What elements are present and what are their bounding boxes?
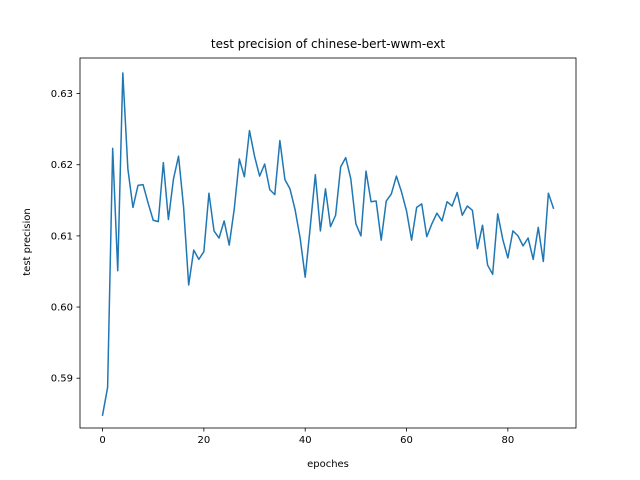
- x-tick-label: 0: [99, 435, 105, 446]
- x-axis-title: epoches: [307, 459, 349, 470]
- y-tick-label: 0.62: [51, 160, 73, 171]
- x-tick-label: 20: [198, 435, 211, 446]
- x-tick-label: 40: [299, 435, 312, 446]
- x-tick-label: 60: [400, 435, 413, 446]
- chart-title: test precision of chinese-bert-wwm-ext: [211, 37, 446, 51]
- x-tick-label: 80: [501, 435, 514, 446]
- y-tick-label: 0.59: [51, 374, 73, 385]
- y-tick-label: 0.61: [51, 231, 73, 242]
- axes-frame: [79, 57, 577, 429]
- y-axis-ticks: 0.59 0.60 0.61 0.62 0.63: [51, 89, 80, 385]
- plot-area: [79, 57, 577, 429]
- y-tick-label: 0.60: [51, 303, 73, 314]
- x-axis-ticks: 0 20 40 60 80: [99, 428, 514, 446]
- y-tick-label: 0.63: [51, 89, 73, 100]
- series-line: [101, 72, 555, 417]
- y-axis-title: test precision: [22, 208, 33, 276]
